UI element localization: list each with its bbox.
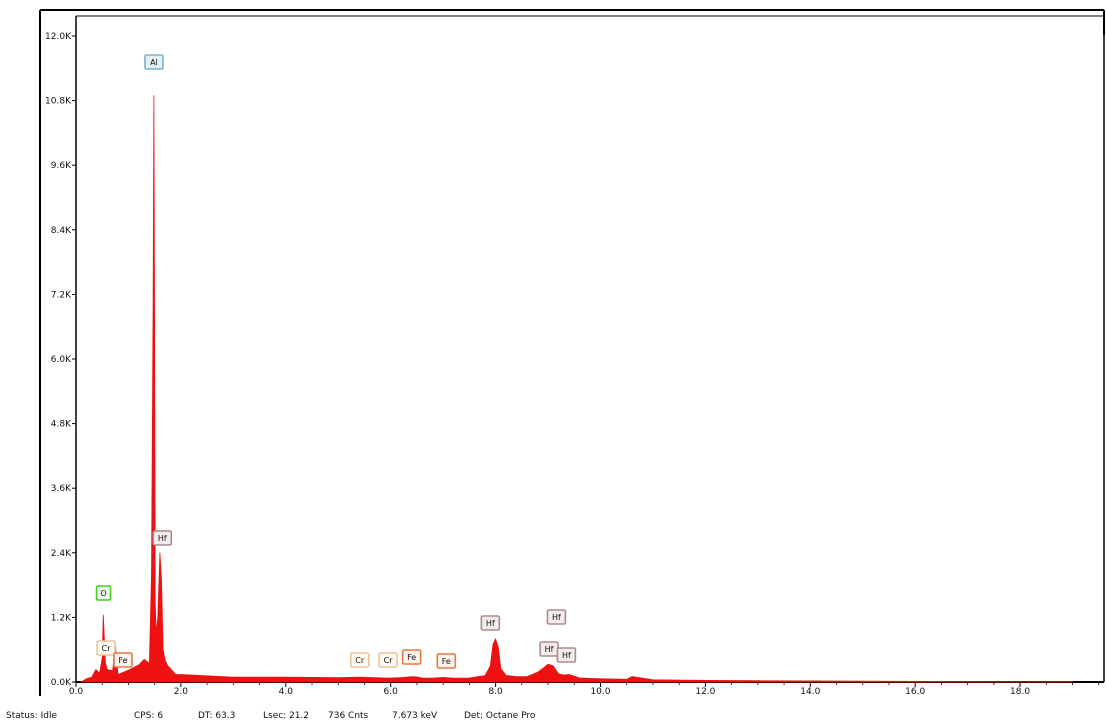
x-tick-label: 16.0 xyxy=(905,687,925,697)
x-tick-label: 0.0 xyxy=(69,687,84,697)
peak-tag-label: Hf xyxy=(486,619,495,628)
x-axis-ticks: 0.0 2.0 4.0 6.0 8.0 10.0 12.0 14.0 16.0 18.0 xyxy=(69,682,1099,697)
y-tick-label: 1.2K xyxy=(51,613,72,623)
peak-tag: Hf xyxy=(547,610,565,624)
x-tick-label: 2.0 xyxy=(174,687,189,697)
x-tick-label: 18.0 xyxy=(1010,687,1030,697)
x-tick-label: 8.0 xyxy=(488,687,503,697)
y-tick-label: 12.0K xyxy=(45,32,72,42)
status-bar: Status: Idle CPS: 6 DT: 63.3 Lsec: 21.2 … xyxy=(6,711,1101,723)
status-state: Status: Idle xyxy=(6,711,57,721)
y-tick-label: 8.4K xyxy=(51,226,72,236)
y-tick-label: 6.0K xyxy=(51,355,72,365)
x-tick-label: 10.0 xyxy=(590,687,610,697)
y-tick-label: 10.8K xyxy=(45,97,72,107)
peak-tag: Al xyxy=(145,55,163,69)
status-counts: 736 Cnts xyxy=(328,711,368,721)
peak-tag: Cr xyxy=(351,653,369,667)
x-tick-label: 6.0 xyxy=(384,687,399,697)
peak-tag: Hf xyxy=(153,531,171,545)
y-axis-ticks: 0.0K1.2K2.4K3.6K4.8K6.0K7.2K8.4K9.6K10.8… xyxy=(45,32,76,688)
peak-tag: Fe xyxy=(403,650,421,664)
peak-tag: Cr xyxy=(379,653,397,667)
status-lsec: Lsec: 21.2 xyxy=(263,711,309,721)
peak-tag-label: Hf xyxy=(562,651,571,660)
y-tick-label: 4.8K xyxy=(51,420,72,430)
peak-tag-label: Hf xyxy=(552,613,561,622)
status-cps: CPS: 6 xyxy=(134,711,163,721)
peak-tag-label: Cr xyxy=(102,644,112,653)
element-peak-tags: Al Hf O Cr Fe Cr Cr Fe Fe Hf Hf Hf Hf xyxy=(97,55,576,668)
peak-tag: Hf xyxy=(557,648,575,662)
peak-tag-label: Hf xyxy=(158,534,167,543)
peak-tag-label: Fe xyxy=(118,656,127,665)
y-tick-label: 9.6K xyxy=(51,161,72,171)
peak-tag-label: Cr xyxy=(384,656,394,665)
y-tick-label: 3.6K xyxy=(51,484,72,494)
x-tick-label: 4.0 xyxy=(279,687,294,697)
spectrum-area xyxy=(81,95,1072,682)
peak-tag-label: Hf xyxy=(545,645,554,654)
peak-tag: Cr xyxy=(97,641,115,655)
y-tick-label: 2.4K xyxy=(51,549,72,559)
y-tick-label: 7.2K xyxy=(51,290,72,300)
peak-tag: Hf xyxy=(540,642,558,656)
status-energy: 7.673 keV xyxy=(392,711,437,721)
peak-tag: Fe xyxy=(114,653,132,667)
peak-tag-label: Fe xyxy=(407,653,416,662)
status-detector: Det: Octane Pro xyxy=(464,711,535,721)
peak-tag: Fe xyxy=(437,654,455,668)
peak-tag-label: Cr xyxy=(355,656,365,665)
x-tick-label: 14.0 xyxy=(800,687,820,697)
peak-tag: Hf xyxy=(481,616,499,630)
x-tick-label: 12.0 xyxy=(695,687,715,697)
peak-tag: O xyxy=(97,586,111,600)
status-dt: DT: 63.3 xyxy=(198,711,235,721)
peak-tag-label: Fe xyxy=(442,657,451,666)
peak-tag-label: Al xyxy=(150,58,158,67)
peak-tag-label: O xyxy=(100,589,106,598)
